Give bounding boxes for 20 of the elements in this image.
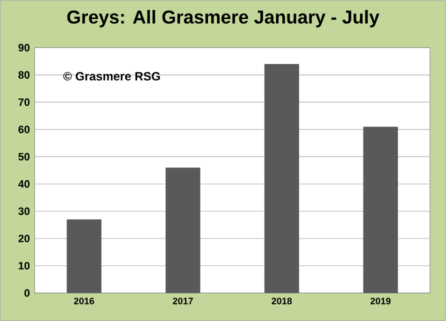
x-tick-label: 2018 bbox=[272, 298, 292, 304]
y-tick-label: 0 bbox=[24, 289, 30, 297]
x-tick-label: 2017 bbox=[172, 298, 193, 304]
y-tick-label: 30 bbox=[18, 207, 30, 215]
y-tick-label: 70 bbox=[18, 98, 30, 106]
x-tick-label: 2016 bbox=[74, 298, 94, 304]
y-tick-label: 50 bbox=[18, 152, 30, 160]
y-tick-label: 40 bbox=[18, 180, 30, 188]
y-tick-label: 10 bbox=[18, 262, 30, 270]
y-tick-label: 80 bbox=[18, 71, 30, 79]
bar bbox=[363, 126, 398, 293]
annotation: © Grasmere RSG bbox=[63, 72, 160, 81]
chart-title: Greys: All Grasmere January - July bbox=[67, 10, 380, 28]
y-tick-label: 60 bbox=[18, 126, 30, 134]
y-tick-label: 90 bbox=[18, 44, 30, 52]
bar bbox=[264, 64, 300, 293]
y-tick-label: 20 bbox=[18, 234, 30, 242]
bar bbox=[166, 168, 200, 293]
x-tick-label: 2019 bbox=[370, 298, 391, 304]
bar bbox=[66, 219, 102, 293]
